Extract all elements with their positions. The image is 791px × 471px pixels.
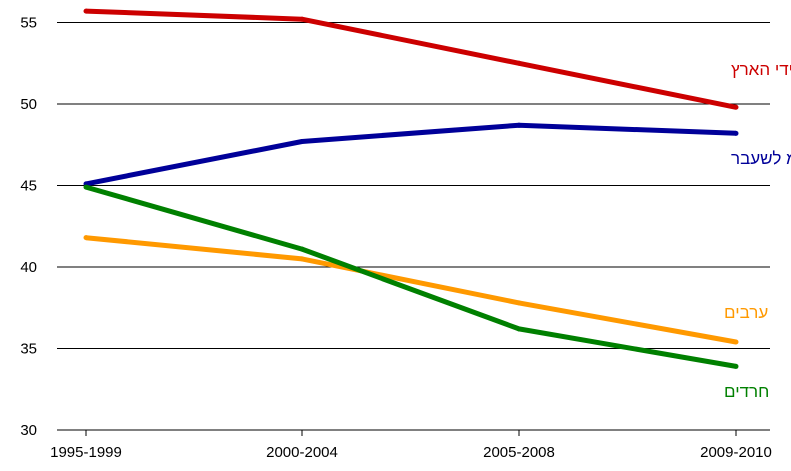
series-label-native-born: ילידי הארץ	[731, 60, 791, 79]
data-point-arabs	[83, 235, 89, 241]
data-point-haredim	[83, 184, 89, 190]
series-line-haredim	[85, 184, 737, 369]
data-point-native-born	[299, 16, 305, 22]
x-tick-label: 2000-2004	[266, 444, 338, 461]
gridlines	[57, 22, 770, 349]
data-point-former-ussr	[516, 122, 522, 128]
x-tick-label: 2009-2010	[700, 444, 772, 461]
labels: ילידי הארץ יוצאי ברה"מ לשעבר ערבים חרדים	[724, 60, 791, 401]
data-point-native-born	[733, 104, 739, 110]
series-line-former-ussr	[85, 122, 737, 187]
series-line-native-born	[85, 8, 737, 110]
data-point-arabs	[299, 256, 305, 262]
data-point-arabs	[516, 300, 522, 306]
y-tick-label: 50	[20, 96, 37, 113]
y-tick-label: 30	[20, 422, 37, 439]
x-tick-label: 2005-2008	[483, 444, 555, 461]
y-tick-label: 45	[20, 178, 37, 195]
data-point-haredim	[299, 246, 305, 252]
data-point-former-ussr	[733, 130, 739, 136]
y-tick-label: 40	[20, 259, 37, 276]
data-point-native-born	[516, 60, 522, 66]
data-point-former-ussr	[299, 138, 305, 144]
y-tick-label: 35	[20, 341, 37, 358]
x-tick-label: 1995-1999	[50, 444, 122, 461]
series-label-haredim: חרדים	[724, 382, 769, 401]
y-tick-label: 55	[20, 15, 37, 32]
axes: 30 35 40 45 50 55 1995-1999 2000-2004 2005-2008 2…	[20, 15, 772, 462]
data-point-haredim	[516, 326, 522, 332]
data-point-haredim	[733, 363, 739, 369]
data-point-native-born	[83, 8, 89, 14]
series-line-arabs	[85, 235, 737, 345]
series-lines	[83, 8, 739, 369]
series-label-former-ussr: יוצאי ברה"מ לשעבר	[731, 149, 791, 168]
series-label-arabs: ערבים	[724, 303, 768, 322]
data-point-arabs	[733, 339, 739, 345]
